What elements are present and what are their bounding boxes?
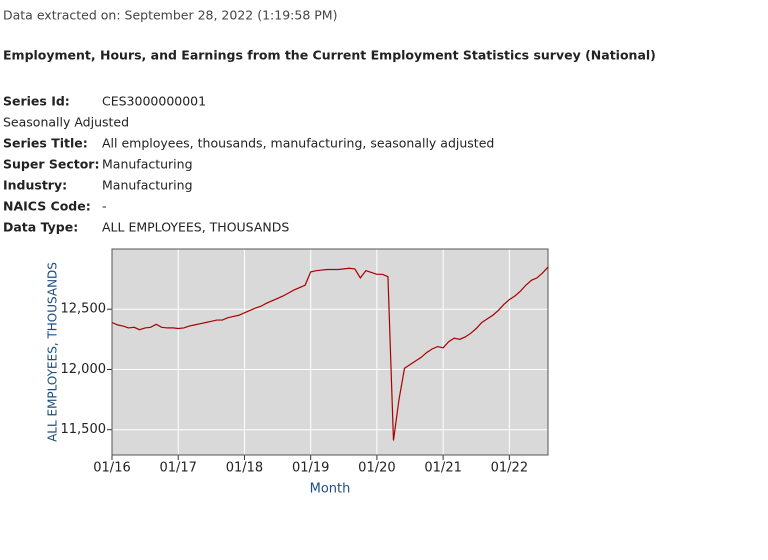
x-tick-label: 01/16 <box>93 461 130 476</box>
x-axis-title: Month <box>310 482 351 497</box>
plot-area <box>111 248 549 456</box>
x-tick-label: 01/19 <box>292 461 329 476</box>
info-text: Seasonally Adjusted <box>3 115 129 130</box>
data-line <box>111 266 549 441</box>
x-tick-label: 01/17 <box>159 461 196 476</box>
info-label: NAICS Code: <box>3 199 91 214</box>
info-value: - <box>102 199 107 214</box>
info-value: CES3000000001 <box>102 94 206 109</box>
info-label: Super Sector: <box>3 157 99 172</box>
x-tick-label: 01/22 <box>491 461 528 476</box>
series-info: Series Id: CES3000000001 Seasonally Adjust… <box>3 94 494 235</box>
y-axis-title: ALL EMPLOYEES, THOUSANDS <box>46 262 60 442</box>
extracted-date: Data extracted on: September 28, 2022 (1… <box>3 8 337 23</box>
x-tick-label: 01/21 <box>424 461 461 476</box>
info-label: Series Id: <box>3 94 70 109</box>
x-tick-label: 01/20 <box>358 461 395 476</box>
chart: 11,500 12,000 12,500 01/16 01/17 01/18 01/19 01… <box>46 248 549 497</box>
y-tick-label: 12,000 <box>61 362 107 377</box>
info-label: Industry: <box>3 178 67 193</box>
plot-frame <box>111 248 549 456</box>
y-tick-label: 12,500 <box>61 302 107 317</box>
info-value: Manufacturing <box>102 178 193 193</box>
y-tick-label: 11,500 <box>61 422 107 437</box>
info-label: Series Title: <box>3 136 88 151</box>
info-value: Manufacturing <box>102 157 193 172</box>
page-title: Employment, Hours, and Earnings from the… <box>3 48 656 63</box>
info-label: Data Type: <box>3 220 78 235</box>
x-tick-label: 01/18 <box>226 461 263 476</box>
info-value: ALL EMPLOYEES, THOUSANDS <box>102 220 289 235</box>
info-value: All employees, thousands, manufacturing,… <box>102 136 494 151</box>
